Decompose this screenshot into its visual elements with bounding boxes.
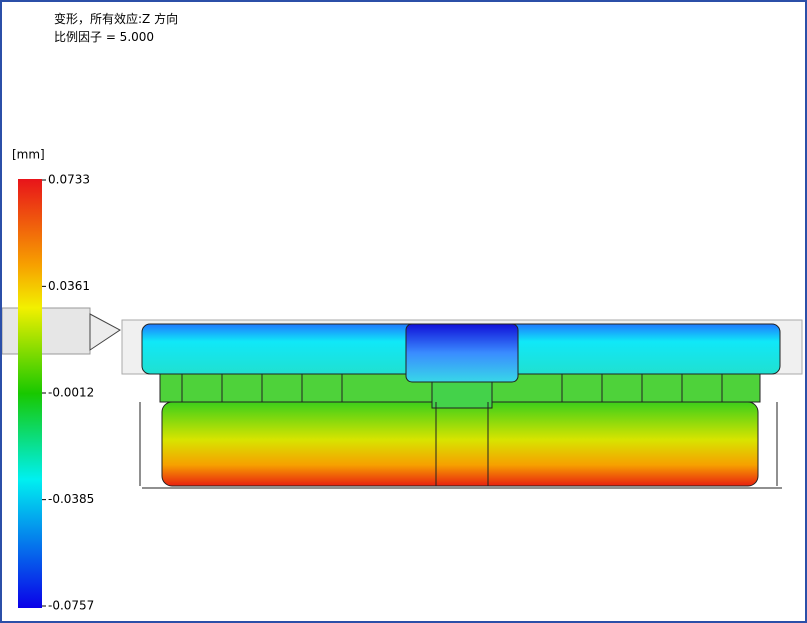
legend-tick-label: -0.0385 — [48, 492, 94, 506]
color-bar — [18, 179, 42, 608]
legend-tick-label: 0.0733 — [48, 173, 90, 187]
legend-tick-label: 0.0361 — [48, 279, 90, 293]
legend-unit: [mm] — [12, 148, 45, 162]
scale-factor: 比例因子 = 5.000 — [54, 30, 155, 44]
legend-tick-label: -0.0757 — [48, 599, 94, 613]
part — [2, 307, 803, 489]
result-title: 变形，所有效应:Z 方向 — [54, 12, 179, 26]
legend-tick-label: -0.0012 — [48, 386, 94, 400]
